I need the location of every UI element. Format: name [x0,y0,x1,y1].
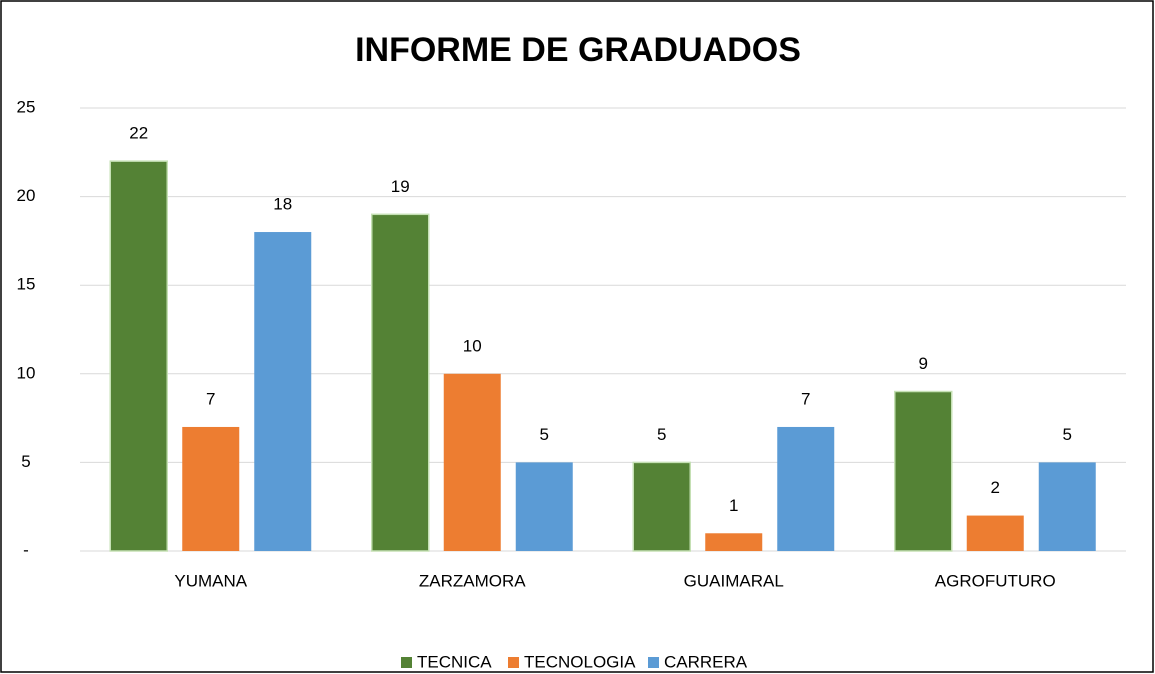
data-label: 18 [273,195,292,214]
chart-title: INFORME DE GRADUADOS [355,31,801,69]
bar [894,390,953,552]
bar [371,213,430,552]
bar [254,232,312,552]
y-tick-label: 5 [21,452,30,471]
data-label: 5 [540,425,549,444]
bar [966,515,1024,551]
x-tick-label: ZARZAMORA [419,571,526,590]
y-tick-label: 10 [17,363,36,382]
data-label: 7 [801,389,810,408]
y-tick-label: 20 [17,186,36,205]
data-label: 1 [729,496,738,515]
data-label: 5 [1063,425,1072,444]
bar [1038,462,1096,551]
data-label: 9 [919,354,928,373]
data-label: 2 [991,478,1000,497]
data-label: 7 [206,389,215,408]
bar [182,426,240,551]
legend-label: TECNOLOGIA [524,652,636,671]
bar [109,160,168,552]
data-label: 19 [391,177,410,196]
y-tick-label: - [23,540,29,559]
bar [705,533,763,551]
legend-label: TECNICA [417,652,492,671]
data-label: 22 [129,124,148,143]
x-tick-label: AGROFUTURO [935,571,1056,590]
legend-swatch [648,657,659,668]
bar [632,461,691,552]
data-label: 10 [463,336,482,355]
bar [777,426,835,551]
x-tick-label: GUAIMARAL [684,571,784,590]
y-tick-label: 25 [17,97,36,116]
legend-swatch [401,657,412,668]
data-label: 5 [657,425,666,444]
legend-label: CARRERA [664,652,748,671]
legend-swatch [508,657,519,668]
bar [515,462,573,551]
bar [443,373,501,551]
x-tick-label: YUMANA [174,571,247,590]
y-tick-label: 15 [17,275,36,294]
